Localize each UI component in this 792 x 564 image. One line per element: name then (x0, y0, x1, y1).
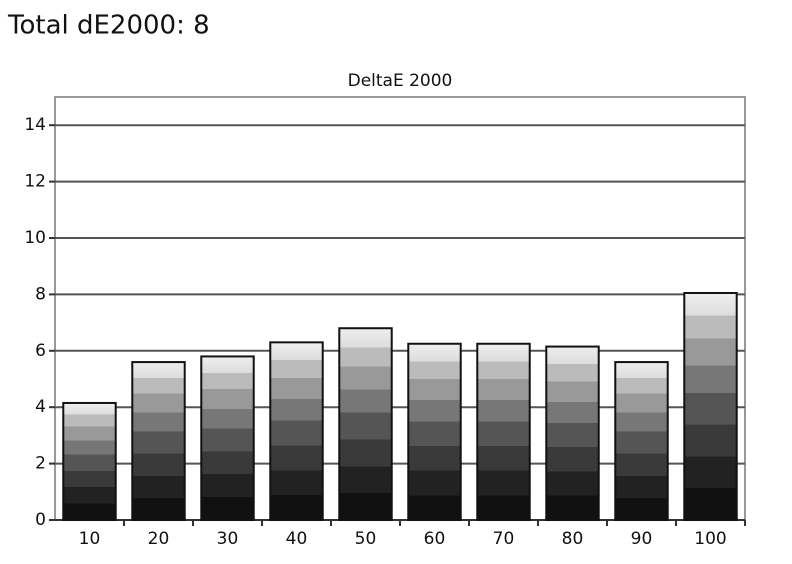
bar (131, 361, 186, 521)
y-tick-label: 6 (35, 341, 46, 361)
x-tick-label: 30 (217, 529, 239, 549)
y-tick-label: 2 (35, 454, 46, 474)
bar (545, 345, 600, 521)
bar (62, 401, 117, 521)
y-tick-label: 10 (24, 228, 46, 248)
x-tick-label: 70 (493, 529, 515, 549)
y-tick-label: 14 (24, 115, 46, 135)
y-tick-label: 4 (35, 397, 46, 417)
bar (338, 327, 393, 521)
x-tick-label: 100 (694, 529, 726, 549)
x-tick-label: 10 (79, 529, 101, 549)
bar (614, 361, 669, 521)
x-tick-label: 50 (355, 529, 377, 549)
x-tick-label: 60 (424, 529, 446, 549)
x-tick-label: 20 (148, 529, 170, 549)
bar (476, 342, 531, 521)
bar (683, 291, 738, 521)
bar (269, 341, 324, 521)
x-tick-label: 80 (562, 529, 584, 549)
y-tick-label: 8 (35, 284, 46, 304)
page-title: Total dE2000: 8 (7, 11, 210, 41)
chart-title: DeltaE 2000 (348, 71, 453, 91)
x-tick-label: 90 (631, 529, 653, 549)
bar (200, 355, 255, 521)
bar (407, 342, 462, 521)
y-tick-label: 12 (24, 172, 46, 192)
y-tick-label: 0 (35, 510, 46, 530)
x-tick-label: 40 (286, 529, 308, 549)
